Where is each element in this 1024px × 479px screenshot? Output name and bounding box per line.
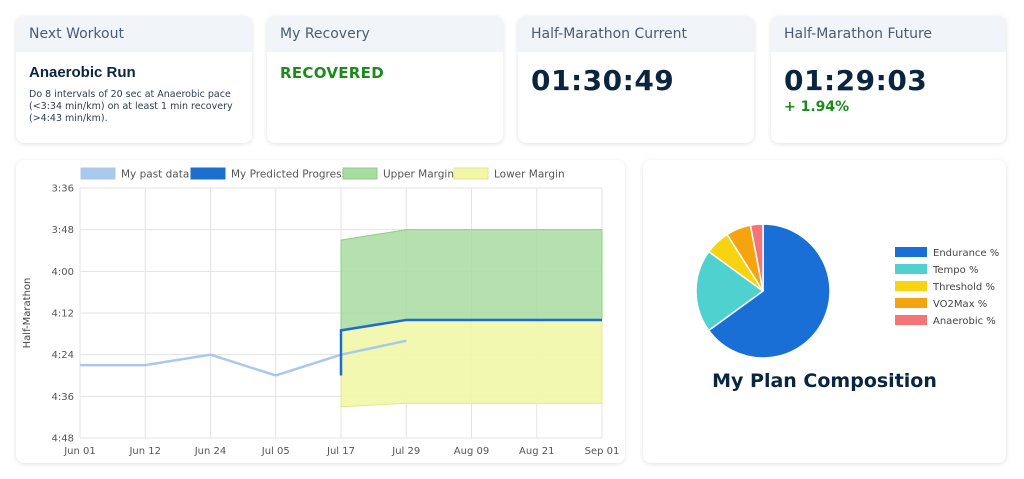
plan-composition-title: My Plan Composition (712, 370, 937, 392)
pie-legend-swatch (895, 315, 927, 325)
lower-margin-area (340, 319, 603, 408)
recovery-header: My Recovery (267, 16, 503, 52)
legend-label: Upper Margin (383, 169, 454, 181)
y-tick-label: 3:48 (52, 225, 74, 236)
pie-legend-item: Endurance % (895, 247, 999, 259)
recovery-card: My Recovery RECOVERED (267, 16, 503, 143)
x-tick-label: Aug 21 (519, 446, 554, 457)
hm-future-header: Half-Marathon Future (771, 16, 1006, 52)
x-tick-label: Jun 01 (63, 446, 96, 457)
hm-current-card: Half-Marathon Current 01:30:49 (518, 16, 754, 143)
pie-legend-swatch (895, 247, 927, 257)
x-tick-label: Jul 17 (326, 446, 355, 457)
workout-title: Anaerobic Run (29, 64, 136, 81)
x-tick-label: Jun 12 (128, 446, 161, 457)
x-tick-label: Aug 09 (454, 446, 489, 457)
pie-legend-swatch (895, 281, 927, 291)
pie-legend-label: Endurance % (933, 248, 999, 259)
pie-legend-label: VO2Max % (933, 299, 987, 310)
plan-composition-card: Endurance % Tempo % Threshold % VO2Max % Ana… (643, 160, 1006, 463)
x-tick-label: Sep 01 (585, 446, 620, 457)
recovery-status: RECOVERED (280, 64, 384, 82)
next-workout-header: Next Workout (16, 16, 252, 52)
pie-slice (695, 250, 765, 332)
predicted-progress-line (339, 318, 602, 376)
pie-slice (707, 223, 831, 359)
hm-future-card: Half-Marathon Future 01:29:03 + 1.94% (771, 16, 1006, 143)
next-workout-card: Next Workout Anaerobic Run Do 8 interval… (16, 16, 252, 143)
legend-label: My Predicted Progress (231, 169, 347, 181)
y-tick-label: 4:36 (52, 392, 74, 403)
hm-current-time: 01:30:49 (531, 64, 675, 97)
x-tick-label: Jul 29 (391, 446, 420, 457)
legend-item: Upper Margin (342, 167, 454, 181)
pie-legend-item: Tempo % (895, 264, 978, 276)
y-tick-label: 4:48 (52, 434, 74, 445)
y-tick-label: 4:00 (52, 267, 74, 278)
y-tick-label: 3:36 (52, 184, 74, 195)
past-data-line (80, 339, 407, 377)
legend-swatch (342, 167, 378, 180)
legend-swatch (453, 167, 489, 180)
pie-legend-label: Tempo % (932, 265, 978, 276)
hm-current-header: Half-Marathon Current (518, 16, 754, 52)
legend-swatch (80, 167, 116, 180)
legend-swatch (190, 167, 226, 180)
legend-item: Lower Margin (453, 167, 565, 181)
x-tick-label: Jul 05 (261, 446, 290, 457)
legend-item: My Predicted Progress (190, 167, 347, 181)
y-axis-label: Half-Marathon (22, 278, 33, 349)
pie-legend-label: Threshold % (932, 282, 995, 293)
y-tick-label: 4:12 (52, 309, 74, 320)
pie-legend-swatch (895, 264, 927, 274)
pie-legend-item: Anaerobic % (895, 315, 996, 327)
pie-legend-item: Threshold % (895, 281, 995, 293)
pie-legend-label: Anaerobic % (933, 316, 996, 327)
progress-chart-card: 3:36 3:48 4:00 4:12 4:24 4:36 4:48 Jun 01 Jun 12… (16, 160, 625, 463)
hm-future-delta: + 1.94% (784, 99, 850, 115)
plan-composition-chart: Endurance % Tempo % Threshold % VO2Max % Ana… (695, 223, 999, 359)
pie-legend-swatch (895, 298, 927, 308)
x-tick-label: Jun 24 (194, 446, 227, 457)
legend-label: My past data (121, 169, 189, 181)
pie-legend-item: VO2Max % (895, 298, 987, 310)
workout-description: Do 8 intervals of 20 sec at Anaerobic pa… (29, 89, 233, 124)
y-tick-label: 4:24 (52, 350, 74, 361)
legend-item: My past data (80, 167, 189, 181)
legend-label: Lower Margin (494, 169, 565, 181)
hm-future-time: 01:29:03 (784, 64, 928, 97)
pie-slice (749, 223, 764, 292)
